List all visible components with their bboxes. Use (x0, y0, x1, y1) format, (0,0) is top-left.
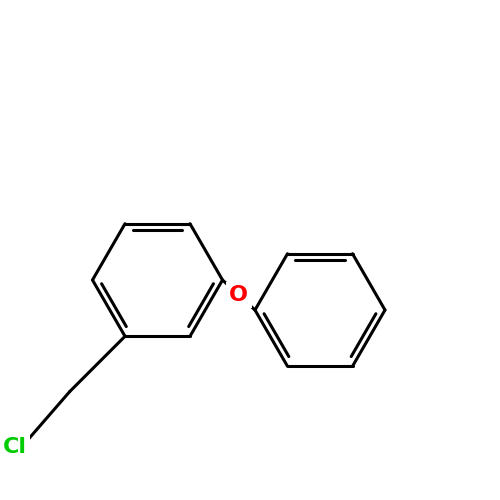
Text: O: O (230, 285, 248, 305)
Text: Cl: Cl (2, 437, 26, 457)
